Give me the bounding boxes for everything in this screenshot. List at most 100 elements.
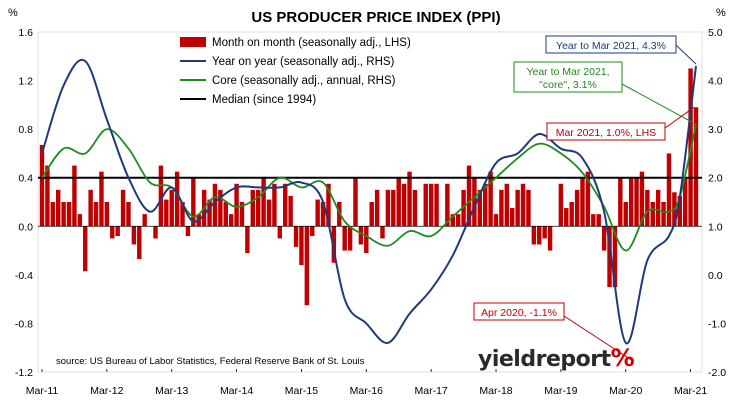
left-tick-label: 1.6 (18, 27, 33, 39)
mom-bar (450, 214, 455, 227)
mom-bar (547, 226, 553, 251)
core-line (41, 124, 697, 252)
left-axis: 1.6 1.2 0.8 0.4 0.0 -0.4 -0.8 -1.2 (15, 27, 33, 379)
legend: Month on month (seasonally adj., LHS) Yea… (180, 37, 411, 106)
legend-label: Median (since 1994) (212, 94, 316, 106)
annotation-mar (546, 122, 666, 141)
mom-bar (542, 226, 547, 239)
mom-bar (693, 107, 699, 227)
mom-bar (353, 177, 358, 227)
mom-bar (618, 177, 623, 227)
mom-bar (272, 183, 277, 227)
right-tick-label: 3.0 (708, 124, 723, 136)
mom-bar (634, 177, 639, 227)
mom-bar (180, 202, 185, 227)
mom-bar (218, 189, 223, 227)
yieldreport-logo: yieldreport% (478, 344, 635, 372)
annotation-mar-box (546, 122, 666, 141)
mom-bar (266, 199, 272, 227)
x-tick-label: Mar-13 (155, 385, 188, 397)
mom-bar (601, 226, 607, 251)
mom-bar (99, 171, 104, 227)
mom-bar (137, 226, 142, 260)
mom-bar (115, 226, 120, 236)
mom-bar (185, 226, 191, 236)
mom-bar (666, 153, 672, 227)
mom-bar (493, 214, 499, 227)
annotations: Year to Mar 2021, 4.3% Year to Mar 2021,"… (473, 35, 697, 361)
mom-bar (558, 183, 564, 227)
mom-bar (396, 177, 401, 227)
right-axis-unit: % (716, 7, 726, 19)
mom-bar (169, 189, 174, 227)
mom-bar (391, 189, 396, 227)
mom-bar (228, 214, 234, 227)
x-tick-label: Mar-19 (544, 385, 577, 397)
annotation-apr-pointer (563, 315, 632, 361)
mom-bar (677, 195, 683, 227)
mom-bar (650, 202, 655, 227)
legend-label: Month on month (seasonally adj., LHS) (212, 37, 411, 49)
mom-bar (580, 177, 585, 227)
mom-bar (310, 226, 315, 236)
annotation-yoy-box (545, 35, 677, 54)
mom-bar (537, 226, 542, 245)
mom-bar (564, 208, 569, 227)
mom-bar (342, 226, 347, 251)
left-tick-label: 0.8 (18, 124, 33, 136)
mom-bar (380, 226, 385, 239)
mom-bar (385, 189, 391, 227)
mom-bar (591, 214, 596, 227)
mom-bar (488, 171, 493, 227)
source-note: source: US Bureau of Labor Statistics, F… (56, 356, 365, 367)
mom-bar (239, 202, 245, 227)
mom-bar (120, 189, 126, 227)
mom-bar (510, 208, 515, 227)
mom-bar (499, 189, 504, 227)
mom-bar (623, 202, 628, 227)
mom-bar (374, 189, 380, 227)
left-axis-unit: % (8, 7, 18, 19)
mom-bar (320, 202, 326, 227)
x-tick-label: Mar-11 (26, 385, 59, 397)
right-tick-label: 2.0 (708, 173, 723, 185)
right-tick-label: -1.0 (708, 318, 726, 330)
mom-bar (574, 189, 580, 227)
mom-bar (607, 226, 612, 287)
mom-bar (61, 202, 66, 227)
mom-bar (645, 189, 650, 227)
mom-bar (331, 226, 337, 263)
line-series (41, 58, 697, 345)
mom-bar (126, 202, 131, 227)
mom-bar (369, 202, 374, 227)
mom-bar (428, 183, 434, 227)
chart-title: US PRODUCER PRICE INDEX (PPI) (251, 9, 500, 26)
right-tick-label: 5.0 (708, 27, 723, 39)
mom-bar (83, 226, 88, 272)
mom-bar (628, 177, 634, 227)
logo-percent: % (610, 344, 635, 372)
right-tick-label: 1.0 (708, 221, 723, 233)
plot-area (37, 31, 703, 373)
mom-bar (526, 189, 531, 227)
mom-bar (434, 183, 439, 227)
annotation-core-box (513, 61, 623, 93)
left-tick-label: 0.4 (18, 173, 33, 185)
mom-bar (131, 226, 137, 245)
mom-bar (401, 183, 407, 227)
mom-bar (515, 189, 520, 227)
mom-bar (55, 189, 61, 227)
x-tick-label: Mar-21 (674, 385, 707, 397)
mom-bar (207, 199, 212, 227)
mom-bars (39, 68, 699, 306)
legend-label: Year on year (seasonally adj., RHS) (212, 56, 395, 68)
mom-bar (174, 171, 180, 227)
mom-bar (445, 183, 450, 227)
mom-bar (364, 226, 369, 253)
mom-bar (585, 171, 591, 227)
mom-bar (358, 226, 364, 245)
mom-bar (407, 171, 412, 227)
mom-bar (77, 214, 83, 227)
mom-bar (315, 199, 320, 227)
